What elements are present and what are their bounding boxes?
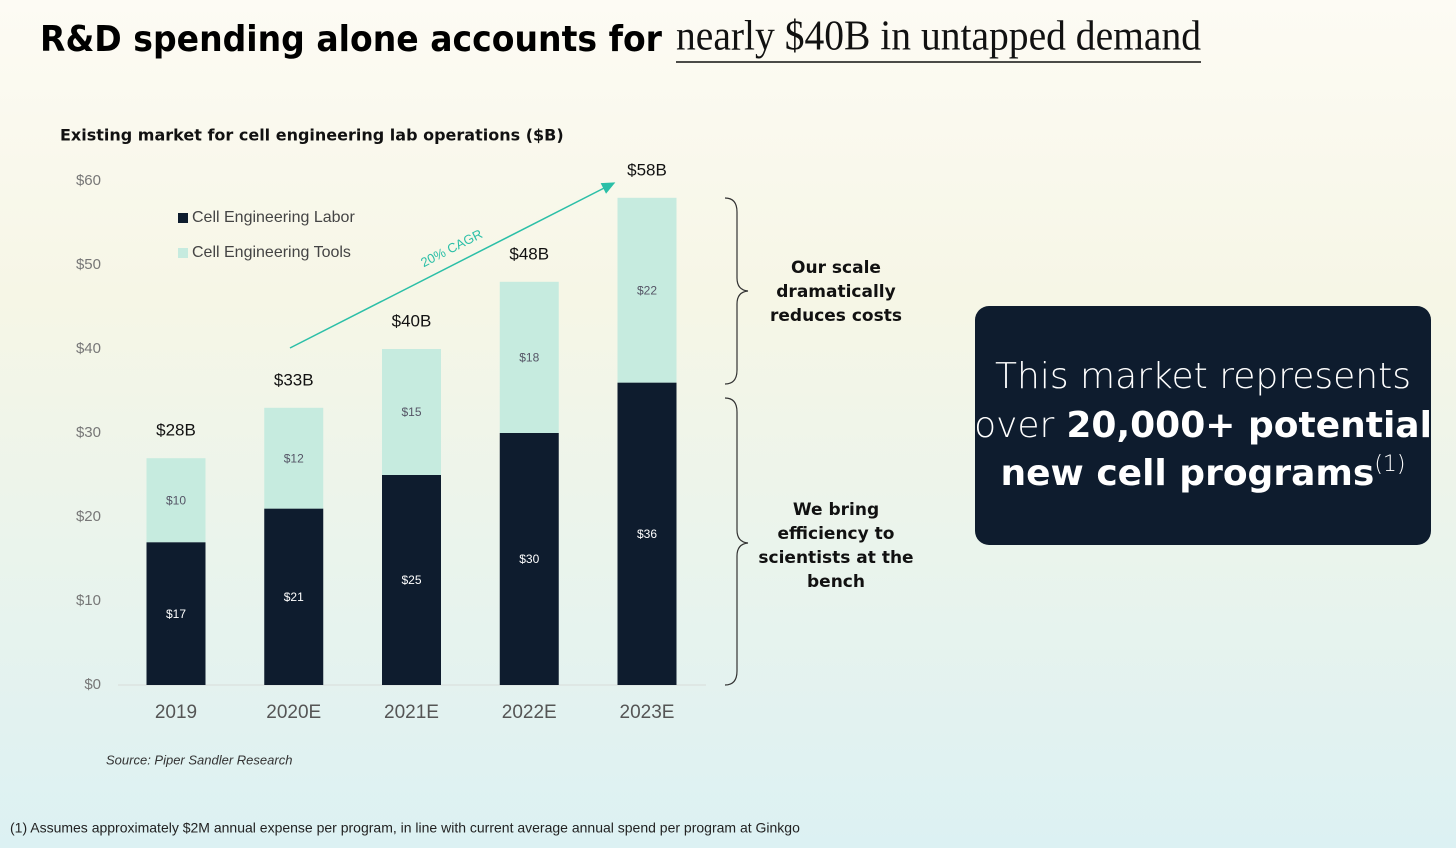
slide-title: R&D spending alone accounts for: [40, 19, 662, 60]
value-label: $21: [284, 590, 304, 604]
value-label: $18: [519, 351, 539, 365]
x-tick-label: 2023E: [620, 702, 675, 723]
y-tick-label: $30: [76, 424, 101, 441]
box-line: This market represents: [995, 356, 1411, 397]
callout-text: bench: [807, 572, 865, 592]
y-tick-label: $20: [76, 508, 101, 525]
footnote: (1) Assumes approximately $2M annual exp…: [10, 820, 800, 836]
x-tick-label: 2019: [155, 702, 197, 723]
highlight-box: [975, 306, 1431, 545]
total-label: $48B: [509, 244, 549, 263]
brace-upper: [724, 197, 749, 385]
bar-segment: [499, 433, 559, 685]
callout-text: scientists at the: [758, 548, 913, 568]
y-tick-label: $60: [76, 172, 101, 189]
bar-segment: [146, 458, 206, 543]
box-text-light: over: [974, 405, 1054, 446]
box-line: over 20,000+ potential: [974, 405, 1432, 446]
y-tick-label: $50: [76, 256, 101, 273]
callout-text: efficiency to: [778, 524, 895, 544]
callout-text: Our scale: [791, 258, 881, 278]
value-label: $22: [637, 283, 657, 297]
callout-text: We bring: [793, 500, 879, 520]
total-label: $28B: [156, 421, 196, 440]
box-text-bold: 20,000+ potential: [1066, 405, 1432, 446]
value-label: $30: [519, 552, 539, 566]
legend-label: Cell Engineering Tools: [192, 244, 351, 261]
total-label: $40B: [392, 311, 432, 330]
value-label: $25: [401, 573, 421, 587]
value-label: $10: [166, 493, 186, 507]
box-text-bold: new cell programs: [1001, 453, 1375, 494]
box-superscript: (1): [1374, 452, 1405, 477]
bar-segment: [264, 407, 324, 509]
value-label: $15: [401, 405, 421, 419]
bar-segment: [617, 382, 677, 685]
brace-lower: [724, 397, 749, 686]
callout-text: reduces costs: [770, 306, 902, 326]
bar-segment: [499, 281, 559, 433]
total-label: $33B: [274, 370, 314, 389]
legend-swatch: [178, 213, 188, 223]
bar-segment: [382, 349, 441, 475]
callout-text: dramatically: [776, 282, 895, 302]
bar-segment: [264, 508, 324, 685]
y-tick-label: $10: [76, 592, 101, 609]
value-label: $17: [166, 607, 186, 621]
slide-title-highlight: nearly $40B in untapped demand: [676, 14, 1201, 60]
y-tick-label: $40: [76, 340, 101, 357]
bar-segment: [382, 475, 441, 685]
total-label: $58B: [627, 160, 667, 179]
x-tick-label: 2022E: [502, 702, 557, 723]
bar-segment: [617, 197, 677, 383]
source: Source: Piper Sandler Research: [106, 752, 292, 767]
y-tick-label: $0: [84, 676, 101, 693]
x-tick-label: 2020E: [266, 702, 321, 723]
x-tick-label: 2021E: [384, 702, 439, 723]
legend-label: Cell Engineering Labor: [192, 209, 355, 226]
value-label: $36: [637, 527, 657, 541]
cagr-arrow: [289, 182, 616, 349]
value-label: $12: [284, 451, 304, 465]
chart-title: Existing market for cell engineering lab…: [60, 126, 564, 145]
bar-segment: [146, 542, 206, 685]
legend-swatch: [178, 248, 188, 258]
box-line: new cell programs(1): [1001, 452, 1406, 494]
